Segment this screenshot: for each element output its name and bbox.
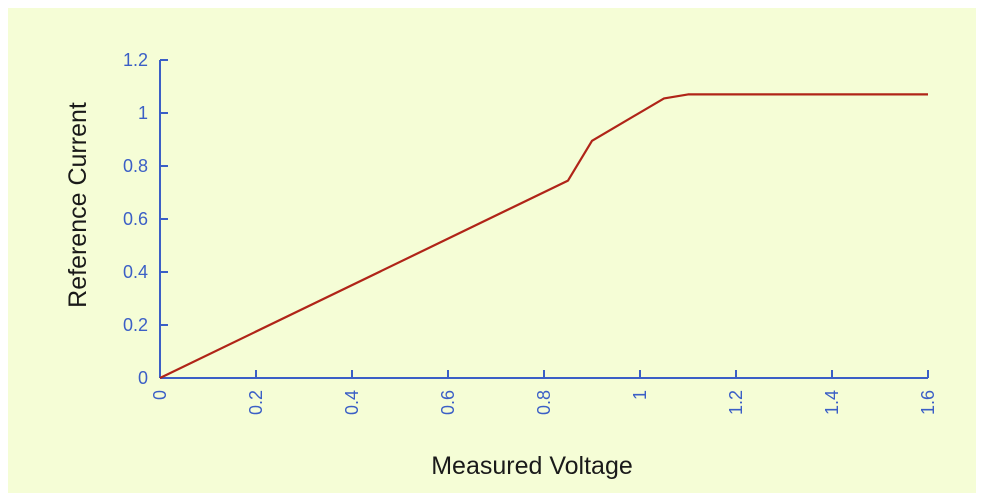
x-tick-label: 1.6 <box>918 390 938 415</box>
series-group <box>159 93 928 379</box>
series-line <box>159 93 928 379</box>
y-tick-label: 1 <box>138 103 148 123</box>
y-tick-label: 0.2 <box>123 315 148 335</box>
x-axis-label: Measured Voltage <box>431 452 633 480</box>
axes <box>159 60 928 379</box>
y-tick-label: 0.8 <box>123 156 148 176</box>
y-axis-label: Reference Current <box>64 102 92 308</box>
line-chart: 0 0.2 0.4 0.6 0.8 1 1.2 0 0.2 0.4 0.6 0.8 1 1.2 1.4 1.6… <box>64 50 938 480</box>
x-tick-label: 1 <box>630 390 650 400</box>
y-tick-label: 0 <box>138 368 148 388</box>
tick-marks <box>159 59 929 379</box>
x-tick-label: 1.2 <box>726 390 746 415</box>
x-tick-label: 0.2 <box>246 390 266 415</box>
tick-labels: 0 0.2 0.4 0.6 0.8 1 1.2 0 0.2 0.4 0.6 0.8 1 1.2 1.4 1.6 <box>123 50 938 415</box>
chart-panel: 0 0.2 0.4 0.6 0.8 1 1.2 0 0.2 0.4 0.6 0.8 1 1.2 1.4 1.6… <box>8 8 976 493</box>
x-tick-label: 0.6 <box>438 390 458 415</box>
x-tick-label: 0.8 <box>534 390 554 415</box>
y-tick-label: 1.2 <box>123 50 148 70</box>
y-tick-label: 0.4 <box>123 262 148 282</box>
x-tick-label: 0.4 <box>342 390 362 415</box>
x-tick-label: 0 <box>150 390 170 400</box>
y-tick-label: 0.6 <box>123 209 148 229</box>
x-tick-label: 1.4 <box>822 390 842 415</box>
